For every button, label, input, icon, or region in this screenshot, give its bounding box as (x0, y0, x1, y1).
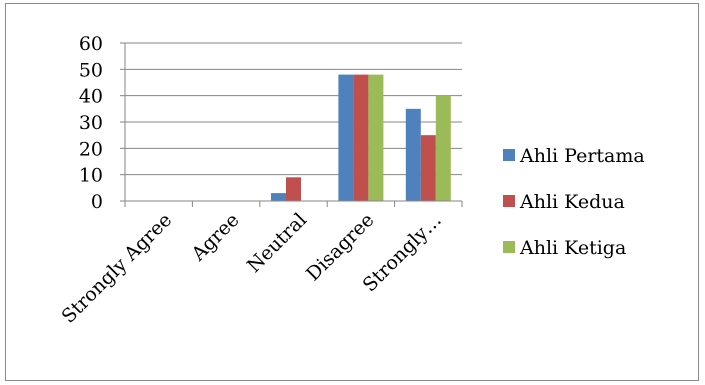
bar-ahli-ketiga-3 (368, 74, 384, 201)
bar-ahli-ketiga-4 (435, 95, 451, 201)
y-tick-label: 0 (91, 191, 103, 213)
x-tick-labels: Strongly Agree Agree NeutralDisagreeStrong… (58, 209, 446, 328)
legend-swatch (503, 241, 515, 253)
y-tick-label: 60 (79, 33, 103, 55)
bars (271, 74, 451, 201)
legend: Ahli Pertama Ahli Kedua Ahli Ketiga (503, 145, 645, 259)
legend-label: Ahli Pertama (519, 145, 645, 167)
legend-label: Ahli Kedua (519, 191, 625, 213)
bar-ahli-kedua-4 (420, 135, 436, 201)
legend-swatch (503, 149, 515, 161)
bar-ahli-pertama-4 (405, 108, 421, 201)
y-tick-label: 30 (79, 112, 103, 134)
bar-ahli-kedua-2 (286, 177, 301, 201)
x-tick-label: Strongly Agree (58, 209, 177, 328)
y-tick-labels: 0 10 20 30 40 50 60 (79, 33, 103, 213)
y-tick-label: 10 (79, 165, 103, 187)
bar-ahli-pertama-3 (338, 74, 354, 201)
y-tick-label: 40 (79, 86, 103, 108)
y-tick-label: 20 (79, 138, 103, 160)
legend-swatch (503, 195, 515, 207)
x-tick-label: Agree (187, 209, 244, 266)
x-tick-label: Neutral (243, 209, 311, 277)
legend-label: Ahli Ketiga (519, 237, 626, 259)
bar-ahli-pertama-2 (271, 193, 286, 201)
bar-ahli-kedua-3 (353, 74, 369, 201)
axes (120, 42, 463, 207)
y-tick-label: 50 (79, 59, 103, 81)
